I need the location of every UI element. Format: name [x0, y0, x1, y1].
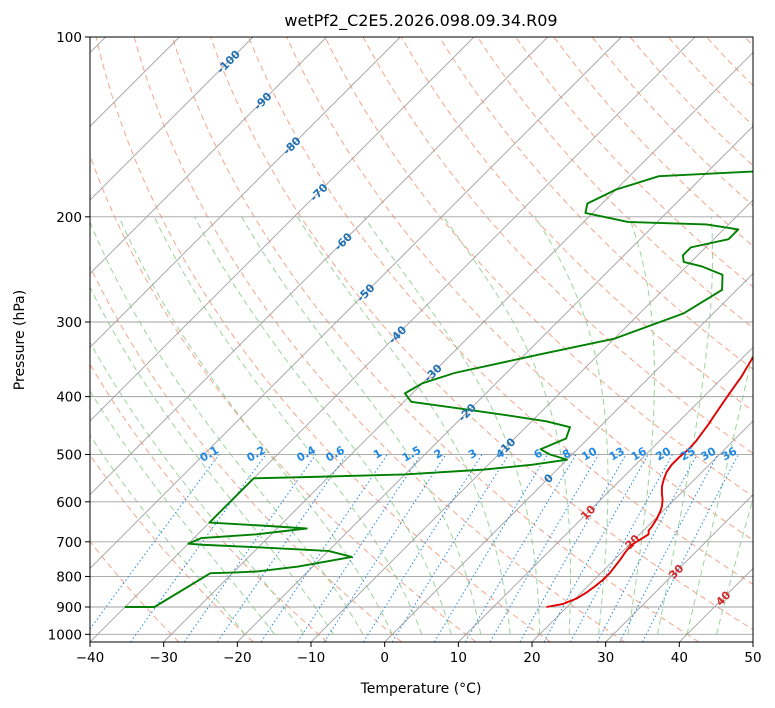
y-tick-label: 100	[56, 30, 82, 46]
dry-adiabat-line	[400, 37, 753, 412]
mixing-ratio-line	[216, 454, 348, 642]
x-tick-label: −20	[223, 650, 252, 666]
x-tick-label: −10	[297, 650, 326, 666]
temperature-profile	[546, 355, 753, 608]
moist-adiabat-line	[90, 341, 305, 635]
dry-adiabat-line	[90, 363, 328, 642]
x-tick-label: 10	[450, 650, 467, 666]
mixing-ratio-line	[464, 454, 577, 642]
dry-adiabat-line	[286, 37, 753, 541]
isotherm-line	[90, 37, 327, 275]
x-tick-label: 20	[523, 650, 540, 666]
plot-frame	[89, 36, 754, 643]
isotherm-line	[90, 37, 401, 348]
dry-adiabat-line	[362, 37, 753, 455]
mixing-ratio-line	[323, 454, 447, 642]
dry-adiabat-line	[133, 37, 625, 642]
moist-adiabat-line	[118, 216, 393, 635]
isotherm-line	[605, 494, 753, 642]
isotherm-line	[90, 37, 254, 201]
y-tick-label: 800	[56, 569, 82, 585]
y-tick-label: 200	[56, 210, 82, 226]
dewpoint-profile	[125, 170, 753, 608]
y-tick-label: 500	[56, 448, 82, 464]
dry-adiabat-line	[248, 37, 753, 586]
x-tick-label: −40	[76, 650, 105, 666]
isotherm-line	[237, 125, 753, 642]
y-tick-label: 700	[56, 535, 82, 551]
moist-adiabat-line	[90, 285, 334, 635]
dry-adiabat-line	[171, 37, 700, 642]
dry-adiabat-line	[324, 37, 753, 498]
mixing-ratio-line	[569, 454, 673, 642]
grid-layer	[90, 37, 753, 642]
moist-adiabat-line	[296, 216, 511, 635]
mixing-ratio-line	[596, 454, 698, 642]
series-layer	[125, 170, 753, 608]
mixing-ratio-line	[433, 454, 548, 642]
mixing-ratio-line	[130, 454, 267, 642]
y-tick-label: 300	[56, 315, 82, 331]
y-tick-label: 1000	[48, 627, 82, 643]
dry-adiabat-line	[477, 37, 753, 329]
x-axis-label: Temperature (°C)	[360, 681, 482, 697]
mixing-ratio-line	[183, 454, 317, 642]
isotherm-line	[531, 420, 753, 642]
x-tick-label: 0	[380, 650, 389, 666]
x-tick-label: 50	[744, 650, 761, 666]
dry-adiabat-line	[439, 37, 753, 370]
mixing-ratio-line	[489, 454, 600, 642]
plot-area	[90, 37, 753, 642]
mixing-ratio-line	[90, 454, 220, 630]
mixing-ratio-line	[519, 454, 627, 642]
isotherm-line	[90, 37, 548, 496]
axis-layer: −40 −30 −20 −10 0 10 20 30 40 50 100 200 300 400 500 60…	[48, 30, 762, 666]
isotherm-line	[90, 37, 475, 422]
dry-adiabat-line	[90, 265, 403, 642]
isotherm-line	[384, 273, 753, 642]
isotherm-line	[90, 37, 622, 569]
y-tick-label: 600	[56, 495, 82, 511]
x-tick-label: −30	[149, 650, 178, 666]
dry-adiabat-line	[90, 453, 254, 642]
dry-adiabat-line	[210, 37, 753, 631]
x-tick-label: 30	[597, 650, 614, 666]
isotherm-line	[90, 37, 696, 642]
y-tick-label: 900	[56, 600, 82, 616]
chart-title: wetPf2_C2E5.2026.098.09.34.R09	[284, 11, 557, 31]
isotherm-line	[163, 52, 753, 642]
dry-adiabat-line	[90, 154, 477, 642]
isotherm-line	[458, 346, 753, 642]
y-tick-label: 400	[56, 390, 82, 406]
y-axis-label: Pressure (hPa)	[12, 290, 28, 390]
dry-adiabat-line	[95, 37, 551, 642]
x-tick-label: 40	[671, 650, 688, 666]
dry-adiabat-line	[515, 37, 753, 288]
mixing-ratio-line	[297, 454, 422, 642]
